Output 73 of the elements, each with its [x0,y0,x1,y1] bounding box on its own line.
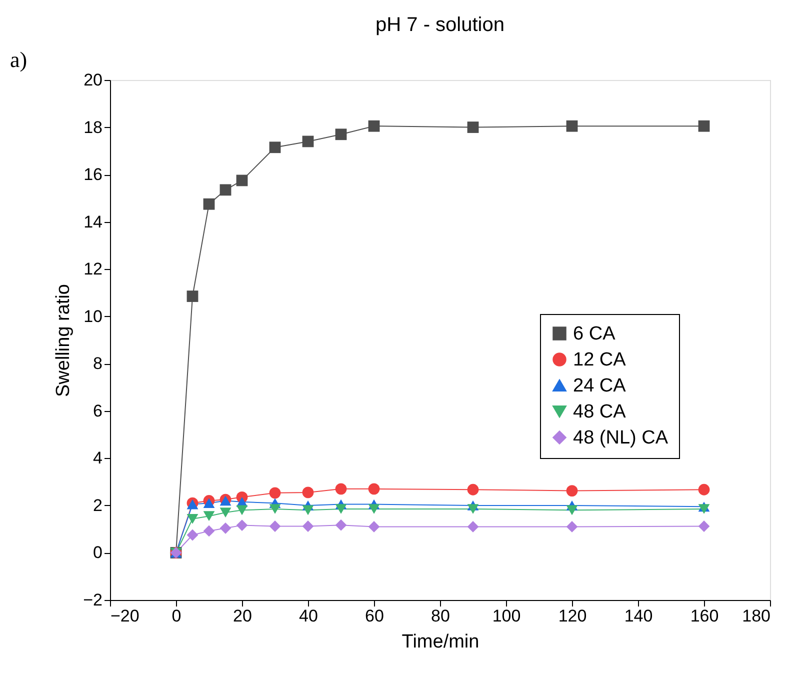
x-axis-title: Time/min [402,632,480,652]
y-tick-label: 16 [84,165,102,184]
legend-label: 6 CA [573,324,616,344]
x-tick-label: 20 [233,606,252,626]
legend-label: 12 CA [573,350,626,370]
point [220,184,232,196]
point [467,504,479,514]
y-tick-label: 14 [84,212,102,232]
point [269,142,281,154]
x-tick-label: 180 [742,606,770,626]
point [698,120,710,132]
point [236,174,248,186]
y-axis-title: Swelling ratio [53,284,74,397]
point [302,505,314,516]
point [566,505,578,516]
y-tick-label: 6 [93,401,102,420]
point [698,520,710,532]
point [220,508,232,518]
point [335,519,347,531]
legend-label: 48 CA [573,402,626,422]
x-tick-label: 120 [558,606,587,626]
point [203,511,215,522]
point [186,529,198,541]
point [368,504,380,514]
point [566,521,578,532]
point [302,136,314,148]
x-tick-label: −20 [110,606,140,626]
point [566,120,578,132]
point [203,198,215,210]
point [467,521,479,532]
legend-label: 24 CA [573,376,626,396]
point [236,505,248,516]
point [467,122,479,133]
y-tick-label: 2 [93,496,102,515]
point [335,483,347,495]
point [220,522,232,534]
point [368,483,380,495]
y-tick-label: 20 [84,70,102,90]
y-tick-label: 18 [84,118,102,137]
point [566,485,578,496]
point [368,521,380,532]
point [368,120,380,132]
point [335,128,347,140]
y-tick-label: 10 [84,306,102,326]
x-tick-label: 100 [492,606,521,626]
y-tick-label: 12 [84,260,102,279]
y-tick-label: 8 [93,354,102,374]
point [302,520,314,532]
x-tick-label: 40 [299,606,318,626]
point [698,484,710,496]
y-tick-label: 4 [93,448,102,468]
point [186,290,198,302]
x-tick-label: 80 [431,606,450,626]
point [302,486,314,498]
x-tick-label: 0 [172,606,182,626]
x-tick-label: 60 [365,606,384,626]
point [236,520,248,532]
y-tick-label: −2 [83,590,102,610]
point [203,498,215,508]
chart-title: pH 7 - solution [376,14,504,36]
point [186,514,198,524]
y-tick-label: 0 [93,543,102,562]
x-tick-label: 140 [624,606,653,626]
point [269,504,281,514]
point [698,504,710,514]
point [335,504,347,514]
point [269,487,281,499]
x-tick-label: 160 [690,606,719,626]
point [203,525,215,537]
legend-label: 48 (NL) CA [573,428,668,448]
point [467,484,479,496]
text: a) [10,47,28,72]
point [269,520,281,532]
